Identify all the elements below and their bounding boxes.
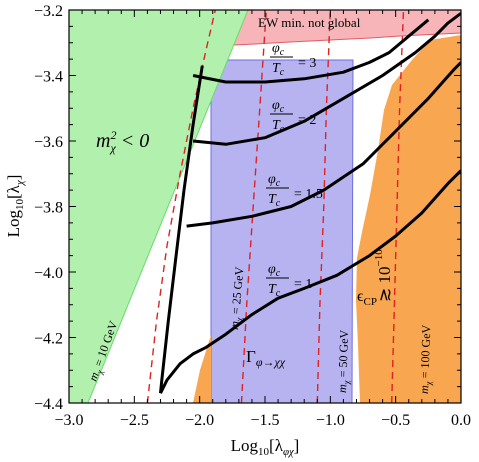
lines-layer [146, 10, 461, 403]
y-tick-label: −3.8 [34, 200, 63, 217]
x-tick-label: −2.0 [185, 412, 214, 429]
tachyonic-region [69, 10, 249, 403]
cp-region-left-sliver [193, 335, 211, 403]
axis-ticks: −3.0 −2.5 −2.0 −1.5 −1.0 −0.5 0.0 −3.2 −3.4 −3.6 −… [34, 3, 471, 429]
y-tick-label: −4.4 [34, 396, 63, 413]
contour-line-1 [192, 12, 461, 146]
ratio-label-1-5: φc Tc = 1.5 [266, 172, 323, 209]
x-tick-label: −1.5 [250, 412, 279, 429]
mass-line-0 [146, 10, 216, 403]
svg-text:= 1.5: = 1.5 [294, 187, 323, 202]
y-tick-label: −4.2 [34, 331, 63, 348]
svg-text:= 3: = 3 [298, 56, 316, 71]
x-tick-label: −0.5 [381, 412, 410, 429]
region-fills [69, 10, 461, 403]
x-tick-label: −3.0 [54, 412, 83, 429]
mass-label-100: mχ = 100 GeV [417, 324, 435, 394]
mass-line-3 [391, 10, 405, 403]
x-tick-label: 0.0 [451, 412, 471, 429]
svg-text:= 2: = 2 [298, 113, 316, 128]
ew-not-global-label: EW min. not global [258, 15, 361, 30]
mass-label-25: mχ = 25 GeV [227, 266, 248, 331]
svg-text:φc: φc [272, 41, 285, 58]
contour-line-2 [186, 61, 461, 228]
y-tick-label: −4.0 [34, 265, 63, 282]
svg-text:= 1: = 1 [294, 277, 312, 292]
y-tick-label: −3.6 [34, 134, 63, 151]
x-axis-label: Log10[λφχ] [231, 436, 300, 458]
contour-left-boundary [159, 65, 204, 394]
x-tick-label: −1.0 [316, 412, 345, 429]
y-tick-label: −3.2 [34, 3, 63, 20]
contour-line-0 [192, 18, 430, 84]
mass-label-50: mχ = 50 GeV [335, 329, 353, 393]
tachyonic-label: m2 χ < 0 [96, 128, 149, 155]
contour-line-3 [159, 169, 461, 394]
cp-region [356, 10, 461, 403]
y-axis-label: Log10[λχ] [4, 175, 26, 238]
y-tick-label: −3.4 [34, 69, 63, 86]
x-tick-label: −2.5 [120, 412, 149, 429]
mass-line-1 [240, 10, 267, 403]
